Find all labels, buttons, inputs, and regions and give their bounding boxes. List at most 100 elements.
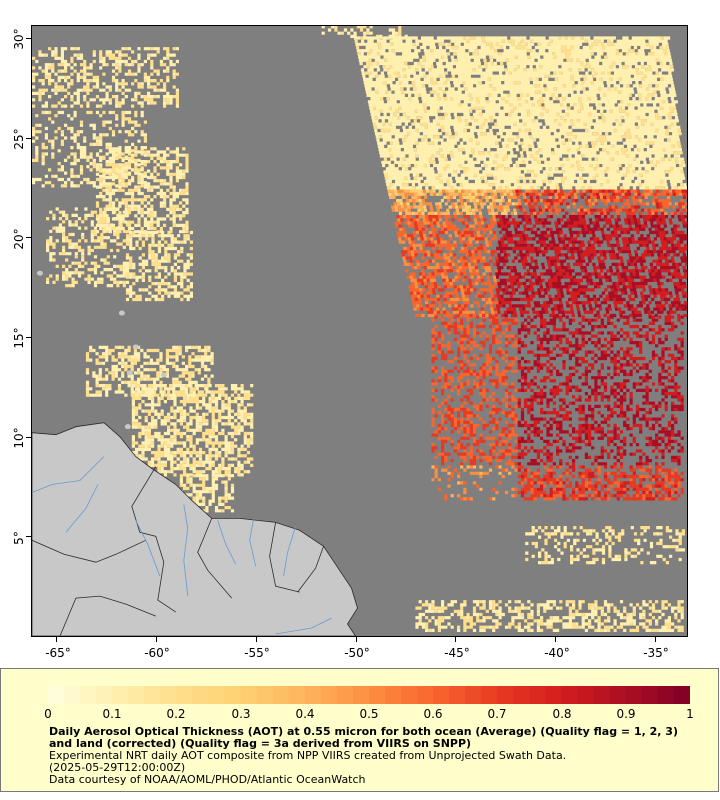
map-caption: Daily Aerosol Optical Thickness (AOT) at…: [49, 726, 679, 786]
colorbar-step-5: [128, 686, 145, 704]
colorbar-step-38: [657, 686, 675, 704]
colorbar-step-13: [256, 686, 274, 704]
colorbar-label-0: 0: [44, 707, 52, 721]
colorbar-step-16: [304, 686, 322, 704]
lat-tick-4: [26, 137, 31, 139]
lon-label-60: -60°: [144, 646, 170, 660]
colorbar-step-28: [497, 686, 515, 704]
lat-label-30: 30°: [12, 28, 26, 50]
caption-date: (2025-05-29T12:00:00Z): [49, 761, 186, 774]
colorbar-step-22: [401, 686, 418, 704]
colorbar-step-9: [192, 686, 210, 704]
colorbar-step-12: [240, 686, 258, 704]
country-border-2: [269, 522, 300, 593]
lat-label-5: 5°: [12, 531, 26, 545]
colorbar: [48, 686, 690, 704]
colorbar-label-0.2: 0.2: [166, 707, 186, 721]
lat-label-20: 20°: [12, 228, 26, 250]
aot-cells-0: [394, 189, 687, 501]
colorbar-step-36: [625, 686, 643, 704]
country-border-4: [32, 539, 146, 563]
colorbar-step-23: [417, 686, 434, 704]
lat-tick-5: [26, 37, 31, 39]
lon-tick-0: [55, 637, 57, 642]
island-1: [118, 310, 125, 316]
colorbar-label-1: 1: [686, 707, 694, 721]
lon-tick-6: [655, 637, 657, 642]
island-4: [160, 372, 167, 378]
aot-cells-5: [388, 189, 518, 215]
colorbar-step-6: [144, 686, 161, 704]
lat-label-25: 25°: [12, 128, 26, 150]
aot-map: [32, 26, 687, 636]
country-border-0: [131, 466, 177, 613]
colorbar-step-3: [96, 686, 113, 704]
colorbar-step-21: [385, 686, 402, 704]
lon-label-35: -35°: [643, 646, 669, 660]
colorbar-step-27: [481, 686, 498, 704]
caption-title: Daily Aerosol Optical Thickness (AOT) at…: [49, 725, 678, 750]
colorbar-label-0.4: 0.4: [295, 707, 315, 721]
caption-credit: Data courtesy of NOAA/AOML/PHOD/Atlantic…: [49, 773, 366, 786]
colorbar-label-0.9: 0.9: [616, 707, 636, 721]
lon-tick-3: [355, 637, 357, 642]
colorbar-step-25: [449, 686, 466, 704]
lat-tick-1: [26, 436, 31, 438]
colorbar-step-15: [288, 686, 306, 704]
colorbar-label-0.1: 0.1: [102, 707, 122, 721]
colorbar-step-14: [272, 686, 290, 704]
country-border-3: [297, 546, 324, 593]
colorbar-step-35: [609, 686, 627, 704]
colorbar-label-0.6: 0.6: [423, 707, 443, 721]
lat-tick-0: [26, 536, 31, 538]
river-2: [183, 504, 189, 597]
aot-cells-3: [495, 189, 687, 501]
river-1: [65, 484, 99, 533]
lon-label-40: -40°: [544, 646, 570, 660]
land-south-america: [32, 422, 358, 636]
colorbar-step-26: [465, 686, 482, 704]
colorbar-step-33: [577, 686, 595, 704]
map-area[interactable]: [31, 25, 688, 637]
colorbar-label-0.8: 0.8: [552, 707, 572, 721]
lat-tick-2: [26, 336, 31, 338]
colorbar-step-18: [336, 686, 354, 704]
colorbar-step-19: [352, 686, 370, 704]
legend-panel: 0 0.1 0.2 0.3 0.4 0.5 0.6 0.7 0.8 0.9 1 …: [0, 668, 719, 792]
colorbar-label-0.5: 0.5: [359, 707, 379, 721]
river-4: [249, 518, 257, 567]
river-5: [283, 526, 296, 577]
colorbar-step-30: [529, 686, 547, 704]
colorbar-step-24: [433, 686, 450, 704]
colorbar-step-17: [320, 686, 338, 704]
colorbar-step-1: [64, 686, 81, 704]
colorbar-step-11: [224, 686, 242, 704]
colorbar-step-32: [561, 686, 579, 704]
colorbar-step-10: [208, 686, 226, 704]
lon-label-45: -45°: [444, 646, 470, 660]
island-5: [124, 424, 131, 430]
aot-cells-8: [32, 26, 687, 632]
colorbar-step-37: [641, 686, 659, 704]
lon-tick-2: [255, 637, 257, 642]
island-2: [132, 344, 139, 350]
river-3: [217, 520, 237, 565]
lon-tick-1: [155, 637, 157, 642]
lat-tick-3: [26, 237, 31, 239]
river-7: [135, 520, 161, 577]
colorbar-step-20: [369, 686, 386, 704]
lon-tick-4: [455, 637, 457, 642]
aot-cells-2: [396, 189, 687, 501]
colorbar-step-2: [80, 686, 97, 704]
colorbar-step-29: [513, 686, 531, 704]
colorbar-step-0: [48, 686, 65, 704]
island-3: [126, 370, 133, 376]
river-6: [275, 617, 332, 635]
colorbar-step-31: [545, 686, 563, 704]
colorbar-step-39: [673, 686, 690, 704]
lat-label-15: 15°: [12, 327, 26, 349]
caption-source: Experimental NRT daily AOT composite fro…: [49, 749, 567, 762]
island-0: [36, 270, 43, 276]
colorbar-step-34: [593, 686, 611, 704]
colorbar-step-8: [176, 686, 194, 704]
